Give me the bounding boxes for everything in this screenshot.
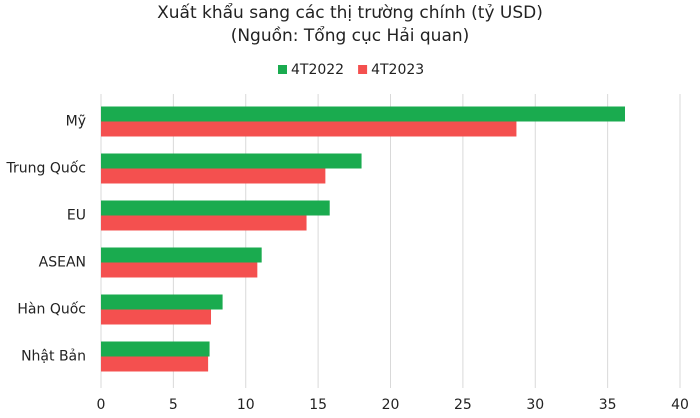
bar bbox=[101, 200, 330, 216]
bar bbox=[101, 106, 625, 122]
x-tick-label: 25 bbox=[454, 397, 472, 413]
x-tick-label: 15 bbox=[309, 397, 327, 413]
y-tick-label: Nhật Bản bbox=[21, 349, 86, 365]
bar bbox=[101, 356, 209, 372]
y-tick-label: Mỹ bbox=[66, 114, 86, 130]
x-tick-label: 0 bbox=[97, 397, 106, 413]
x-tick-label: 10 bbox=[237, 397, 255, 413]
y-tick-label: Trung Quốc bbox=[6, 160, 87, 177]
chart-title: Xuất khẩu sang các thị trường chính (tỷ … bbox=[157, 2, 543, 23]
bar bbox=[101, 168, 326, 184]
bar bbox=[101, 247, 262, 263]
x-tick-label: 30 bbox=[526, 397, 544, 413]
bar bbox=[101, 262, 258, 278]
y-tick-label: EU bbox=[67, 208, 86, 224]
y-tick-label: Hàn Quốc bbox=[17, 301, 86, 318]
bar bbox=[101, 294, 223, 310]
x-tick-label: 35 bbox=[599, 397, 617, 413]
legend-swatch bbox=[358, 65, 368, 74]
bar bbox=[101, 121, 517, 137]
legend-label: 4T2023 bbox=[371, 62, 424, 78]
x-tick-label: 40 bbox=[671, 397, 689, 413]
bar bbox=[101, 153, 362, 169]
legend-label: 4T2022 bbox=[291, 62, 344, 78]
bar bbox=[101, 309, 212, 325]
y-tick-label: ASEAN bbox=[39, 255, 86, 271]
bar bbox=[101, 341, 210, 357]
x-tick-label: 5 bbox=[169, 397, 178, 413]
chart-subtitle: (Nguồn: Tổng cục Hải quan) bbox=[231, 25, 470, 46]
bar bbox=[101, 215, 307, 231]
x-tick-label: 20 bbox=[382, 397, 400, 413]
legend-swatch bbox=[278, 65, 287, 74]
